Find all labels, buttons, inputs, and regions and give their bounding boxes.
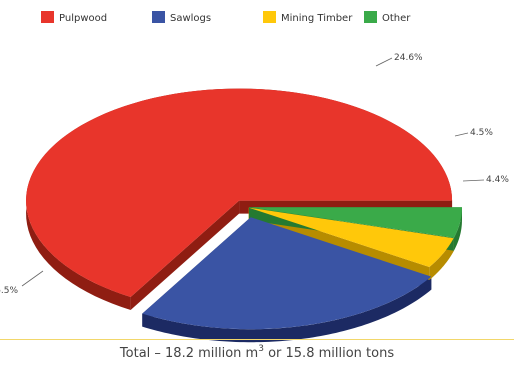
legend-label-sawlogs: Sawlogs (170, 13, 211, 24)
pie-slices (26, 88, 462, 330)
chart-footer: Total – 18.2 million m3 or 15.8 million … (0, 344, 514, 361)
footer-divider (0, 339, 514, 340)
legend-swatch-other (364, 11, 377, 23)
pie-labels: 66.5% 24.6% 4.5% 4.4% (0, 53, 509, 296)
legend-label-other: Other (382, 13, 411, 24)
leader-line-pulpwood (21, 270, 44, 287)
legend-swatch-mining-timber (263, 11, 276, 23)
data-label-other: 4.4% (486, 175, 509, 185)
legend-swatch-pulpwood (41, 11, 54, 23)
footer-prefix: Total – 18.2 million m (119, 346, 259, 361)
footer-suffix: or 15.8 million tons (263, 346, 395, 361)
slice-side-sawlogs (142, 276, 432, 343)
data-label-sawlogs: 24.6% (394, 53, 423, 63)
legend-item-other: Other (364, 11, 411, 24)
legend-label-pulpwood: Pulpwood (59, 13, 107, 24)
chart-legend: Pulpwood Sawlogs Mining Timber Other (41, 11, 411, 24)
leader-line-other (462, 179, 485, 182)
footer-superscript: 3 (258, 344, 264, 354)
legend-item-mining-timber: Mining Timber (263, 11, 353, 24)
legend-item-sawlogs: Sawlogs (152, 11, 211, 24)
data-label-pulpwood: 66.5% (0, 286, 18, 296)
legend-label-mining-timber: Mining Timber (281, 13, 353, 24)
slice-mining-timber (248, 207, 454, 268)
leader-line-sawlogs (375, 57, 393, 67)
slice-pulpwood (26, 88, 453, 298)
slice-other (248, 207, 462, 238)
legend-item-pulpwood: Pulpwood (41, 11, 107, 24)
slice-side-other (453, 207, 462, 251)
legend-swatch-sawlogs (152, 11, 165, 23)
slice-sawlogs (142, 217, 432, 330)
data-label-mining-timber: 4.5% (470, 128, 493, 138)
slice-edge-pulpwood-1 (130, 200, 240, 311)
leader-line-mining-timber (454, 132, 469, 137)
